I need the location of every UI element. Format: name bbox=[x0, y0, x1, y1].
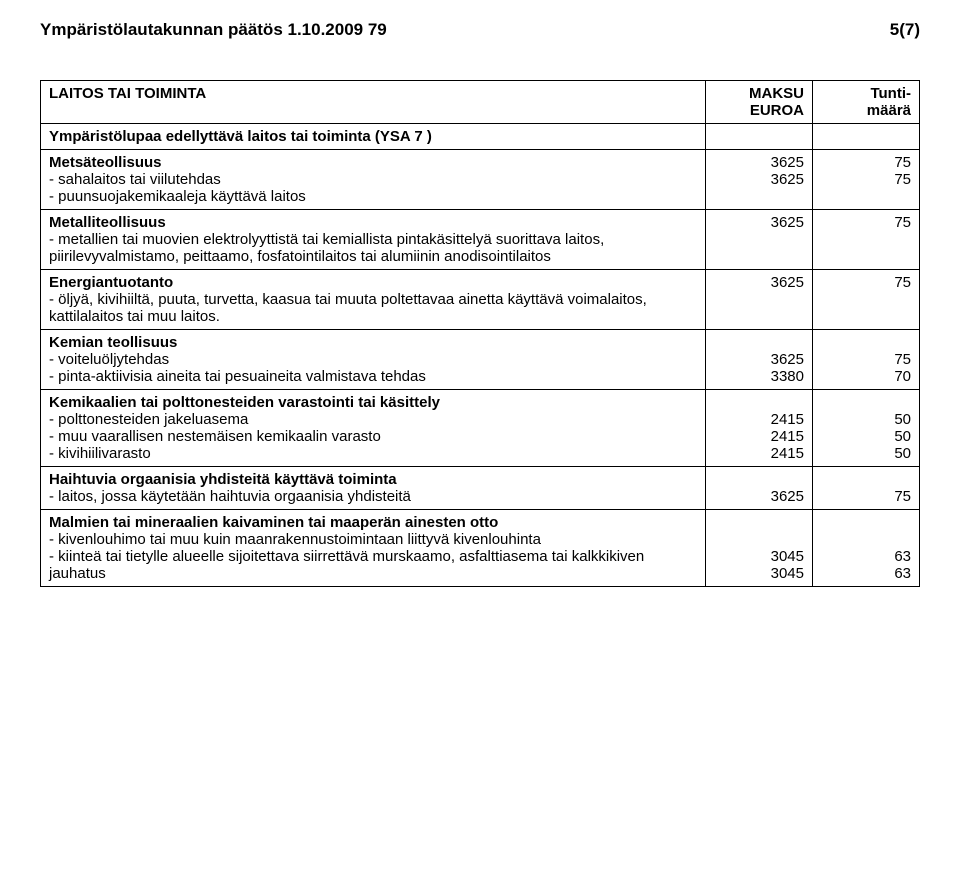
varasto-l2: - muu vaarallisen nestemäisen kemikaalin… bbox=[49, 428, 381, 445]
kemian-t2: 70 bbox=[894, 368, 911, 385]
cell-haihtuvia-tunti: 75 bbox=[813, 467, 920, 510]
varasto-t1: 50 bbox=[894, 411, 911, 428]
col-header-tunti-line2: määrä bbox=[867, 102, 911, 119]
row-ysa-title: Ympäristölupaa edellyttävä laitos tai to… bbox=[41, 124, 920, 150]
energia-title: Energiantuotanto bbox=[49, 274, 173, 291]
malmi-v2: 3045 bbox=[771, 565, 804, 582]
malmi-t2: 63 bbox=[894, 565, 911, 582]
col-header-maksu-line1: MAKSU bbox=[749, 85, 804, 102]
cell-kemian-maksu: 3625 3380 bbox=[706, 330, 813, 390]
cell-kemian: Kemian teollisuus - voiteluöljytehdas - … bbox=[41, 330, 706, 390]
cell-malmi: Malmien tai mineraalien kaivaminen tai m… bbox=[41, 510, 706, 587]
metalli-desc: - metallien tai muovien elektrolyyttistä… bbox=[49, 231, 604, 265]
cell-varasto-tunti: 50 50 50 bbox=[813, 390, 920, 467]
cell-varasto: Kemikaalien tai polttonesteiden varastoi… bbox=[41, 390, 706, 467]
cell-metsa-maksu: 3625 3625 bbox=[706, 150, 813, 210]
malmi-l1: - kivenlouhimo tai muu kuin maanrakennus… bbox=[49, 531, 541, 548]
malmi-t1: 63 bbox=[894, 548, 911, 565]
col-header-tunti-line1: Tunti- bbox=[870, 85, 911, 102]
cell-ysa-title: Ympäristölupaa edellyttävä laitos tai to… bbox=[41, 124, 706, 150]
varasto-v2: 2415 bbox=[771, 428, 804, 445]
varasto-v3: 2415 bbox=[771, 445, 804, 462]
col-header-maksu: MAKSU EUROA bbox=[706, 81, 813, 124]
metsa-line2: - puunsuojakemikaaleja käyttävä laitos bbox=[49, 188, 306, 205]
kemian-v2: 3380 bbox=[771, 368, 804, 385]
cell-energia: Energiantuotanto - öljyä, kivihiiltä, pu… bbox=[41, 270, 706, 330]
varasto-title: Kemikaalien tai polttonesteiden varastoi… bbox=[49, 394, 440, 411]
kemian-l2: - pinta-aktiivisia aineita tai pesuainei… bbox=[49, 368, 426, 385]
row-varasto: Kemikaalien tai polttonesteiden varastoi… bbox=[41, 390, 920, 467]
col-header-maksu-line2: EUROA bbox=[750, 102, 804, 119]
row-energia: Energiantuotanto - öljyä, kivihiiltä, pu… bbox=[41, 270, 920, 330]
metsa-title: Metsäteollisuus bbox=[49, 154, 162, 171]
metsa-t2: 75 bbox=[894, 171, 911, 188]
kemian-l1: - voiteluöljytehdas bbox=[49, 351, 169, 368]
kemian-t1: 75 bbox=[894, 351, 911, 368]
col-header-tunti: Tunti- määrä bbox=[813, 81, 920, 124]
varasto-v1: 2415 bbox=[771, 411, 804, 428]
page-header: Ympäristölautakunnan päätös 1.10.2009 79… bbox=[40, 20, 920, 40]
cell-varasto-maksu: 2415 2415 2415 bbox=[706, 390, 813, 467]
metsa-v2: 3625 bbox=[771, 171, 804, 188]
varasto-t3: 50 bbox=[894, 445, 911, 462]
table-header-row: LAITOS TAI TOIMINTA MAKSU EUROA Tunti- m… bbox=[41, 81, 920, 124]
energia-desc: - öljyä, kivihiiltä, puuta, turvetta, ka… bbox=[49, 291, 647, 325]
varasto-l1: - polttonesteiden jakeluasema bbox=[49, 411, 248, 428]
metsa-line1: - sahalaitos tai viilutehdas bbox=[49, 171, 221, 188]
varasto-t2: 50 bbox=[894, 428, 911, 445]
fee-table: LAITOS TAI TOIMINTA MAKSU EUROA Tunti- m… bbox=[40, 80, 920, 587]
cell-metalli: Metalliteollisuus - metallien tai muovie… bbox=[41, 210, 706, 270]
haiht-title: Haihtuvia orgaanisia yhdisteitä käyttävä… bbox=[49, 471, 397, 488]
row-kemian: Kemian teollisuus - voiteluöljytehdas - … bbox=[41, 330, 920, 390]
row-malmi: Malmien tai mineraalien kaivaminen tai m… bbox=[41, 510, 920, 587]
malmi-v1: 3045 bbox=[771, 548, 804, 565]
cell-haihtuvia-maksu: 3625 bbox=[706, 467, 813, 510]
cell-empty bbox=[813, 124, 920, 150]
cell-energia-maksu: 3625 bbox=[706, 270, 813, 330]
haiht-t1: 75 bbox=[894, 488, 911, 505]
haiht-l1: - laitos, jossa käytetään haihtuvia orga… bbox=[49, 488, 411, 505]
malmi-l2: - kiinteä tai tietylle alueelle sijoitet… bbox=[49, 548, 644, 582]
cell-malmi-tunti: 63 63 bbox=[813, 510, 920, 587]
cell-empty bbox=[706, 124, 813, 150]
haiht-v1: 3625 bbox=[771, 488, 804, 505]
malmi-title: Malmien tai mineraalien kaivaminen tai m… bbox=[49, 514, 498, 531]
metsa-v1: 3625 bbox=[771, 154, 804, 171]
row-haihtuvia: Haihtuvia orgaanisia yhdisteitä käyttävä… bbox=[41, 467, 920, 510]
header-right: 5(7) bbox=[890, 20, 920, 40]
cell-haihtuvia: Haihtuvia orgaanisia yhdisteitä käyttävä… bbox=[41, 467, 706, 510]
row-metsa: Metsäteollisuus - sahalaitos tai viilute… bbox=[41, 150, 920, 210]
kemian-title: Kemian teollisuus bbox=[49, 334, 177, 351]
varasto-l3: - kivihiilivarasto bbox=[49, 445, 151, 462]
metalli-title: Metalliteollisuus bbox=[49, 214, 166, 231]
kemian-v1: 3625 bbox=[771, 351, 804, 368]
header-left: Ympäristölautakunnan päätös 1.10.2009 79 bbox=[40, 20, 387, 40]
cell-malmi-maksu: 3045 3045 bbox=[706, 510, 813, 587]
metsa-t1: 75 bbox=[894, 154, 911, 171]
row-metalli: Metalliteollisuus - metallien tai muovie… bbox=[41, 210, 920, 270]
cell-kemian-tunti: 75 70 bbox=[813, 330, 920, 390]
cell-energia-tunti: 75 bbox=[813, 270, 920, 330]
col-header-laitos: LAITOS TAI TOIMINTA bbox=[41, 81, 706, 124]
cell-metsa: Metsäteollisuus - sahalaitos tai viilute… bbox=[41, 150, 706, 210]
cell-metalli-tunti: 75 bbox=[813, 210, 920, 270]
cell-metsa-tunti: 75 75 bbox=[813, 150, 920, 210]
cell-metalli-maksu: 3625 bbox=[706, 210, 813, 270]
